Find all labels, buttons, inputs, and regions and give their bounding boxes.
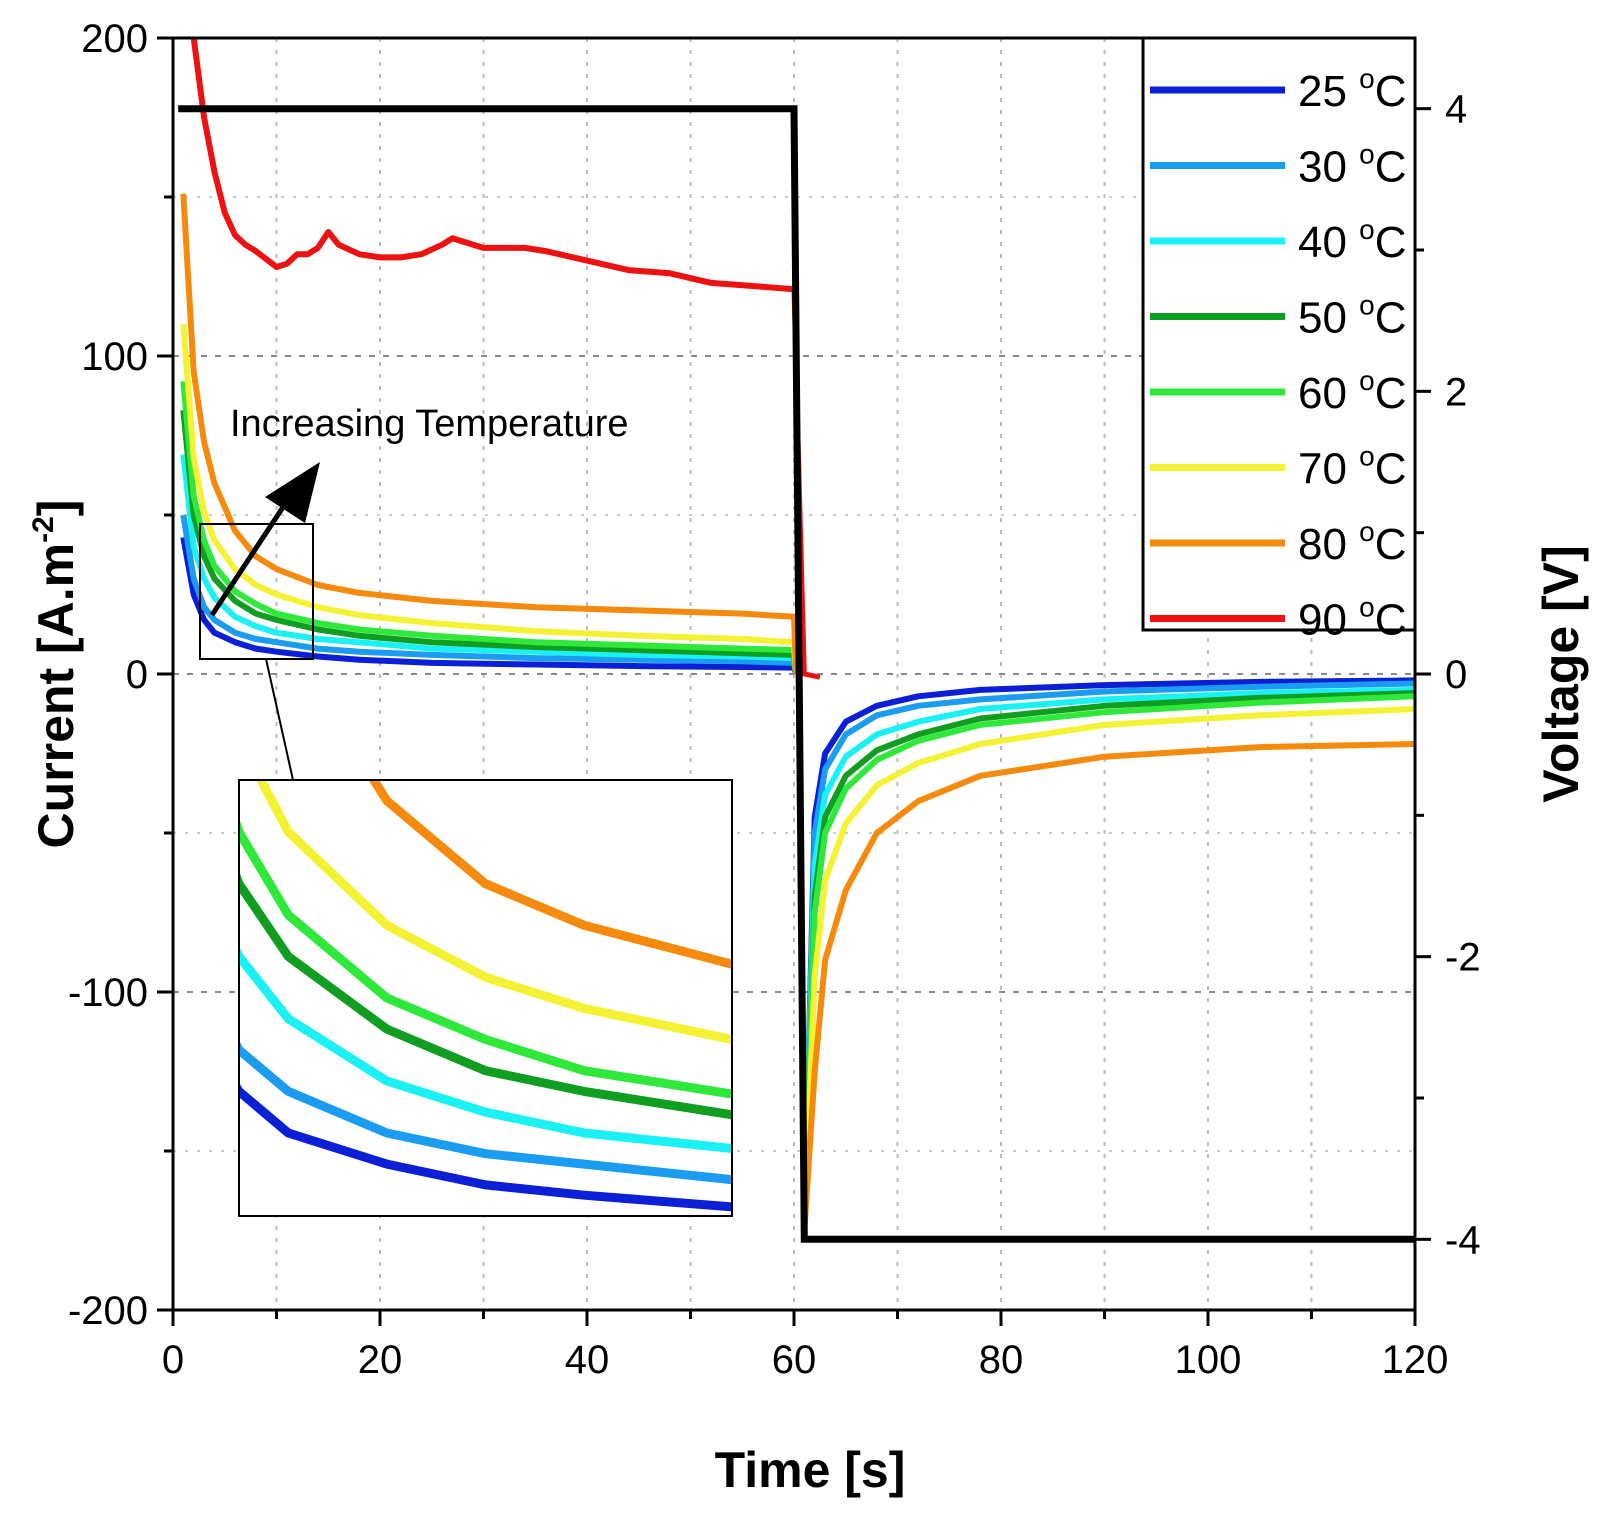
series-line: [180, 193, 800, 675]
legend-label: 60 oC: [1298, 365, 1407, 418]
y2-tick-label: 2: [1445, 370, 1467, 414]
voltage-line: [178, 105, 1415, 1243]
x-tick-label: 40: [565, 1338, 610, 1382]
x-tick-label: 120: [1382, 1338, 1449, 1382]
legend-label: 30 oC: [1298, 139, 1407, 192]
zoom-connector: [265, 658, 294, 781]
inset-frame: [238, 779, 733, 1217]
series-line: [180, 323, 800, 675]
y-tick-label: 100: [81, 335, 148, 379]
y2-tick-label: -2: [1445, 936, 1481, 980]
x-tick-label: 0: [162, 1338, 184, 1382]
y-axis-title-close: ]: [28, 500, 84, 517]
series-line: [180, 536, 799, 675]
y-axis-title: Current [A.m-2]: [27, 500, 84, 849]
increasing-arrow-head: [265, 462, 320, 523]
y-tick-label: 0: [126, 653, 148, 697]
inset-series-line: [239, 870, 732, 1120]
series-line: [180, 514, 800, 675]
series-line-discharge: [801, 686, 1415, 1231]
legend-label: 50 oC: [1298, 290, 1407, 343]
y-axis-title-main: Current [A.m: [28, 543, 84, 849]
x-tick-label: 60: [772, 1338, 817, 1382]
y-tick-label: -200: [68, 1289, 148, 1333]
legend-label: 90 oC: [1298, 592, 1407, 645]
series-line: [180, 454, 800, 675]
series-line-discharge: [801, 677, 1415, 1231]
inset-series-line: [239, 1082, 732, 1212]
inset-series-line: [239, 1040, 732, 1185]
annotation-increasing-temperature: Increasing Temperature: [230, 403, 629, 445]
y2-tick-label: 0: [1445, 653, 1467, 697]
y2-tick-label: -4: [1445, 1218, 1481, 1262]
inset-series-line: [368, 780, 732, 969]
x-axis-title: Time [s]: [715, 1442, 906, 1498]
inset-series-line: [255, 780, 732, 1045]
series-line-discharge: [801, 706, 1415, 1231]
data-lines: [178, 38, 1415, 1243]
series-line-discharge: [801, 741, 1415, 1231]
x-tick-label: 20: [358, 1338, 403, 1382]
series-line-discharge: [801, 680, 1415, 1231]
increasing-arrow-shaft: [209, 490, 296, 617]
series-line: [180, 381, 800, 675]
zoom-box: [199, 523, 314, 660]
series-line: [180, 409, 800, 675]
y-tick-label: 200: [81, 17, 148, 61]
y-tick-label: -100: [68, 971, 148, 1015]
legend-label: 70 oC: [1298, 441, 1407, 494]
x-tick-label: 100: [1175, 1338, 1242, 1382]
legend-box: [1141, 36, 1417, 632]
y2-tick-label: 4: [1445, 88, 1467, 132]
inset-lines: [239, 780, 732, 1212]
legend-label: 25 oC: [1298, 63, 1407, 116]
series-line: [190, 38, 795, 293]
inset-series-line: [239, 817, 732, 1099]
legend-label: 80 oC: [1298, 516, 1407, 569]
x-tick-label: 80: [979, 1338, 1024, 1382]
inset-series-line: [239, 946, 732, 1154]
y2-axis-title: Voltage [V]: [1533, 545, 1589, 802]
legend-label: 40 oC: [1298, 214, 1407, 267]
y-axis-title-sup: -2: [27, 516, 60, 543]
legend: 25 oC 30 oC 40 oC 50 oC 60 oC 70 oC 80 oC 90 oC: [1141, 36, 1417, 645]
series-line-discharge: [801, 693, 1415, 1231]
